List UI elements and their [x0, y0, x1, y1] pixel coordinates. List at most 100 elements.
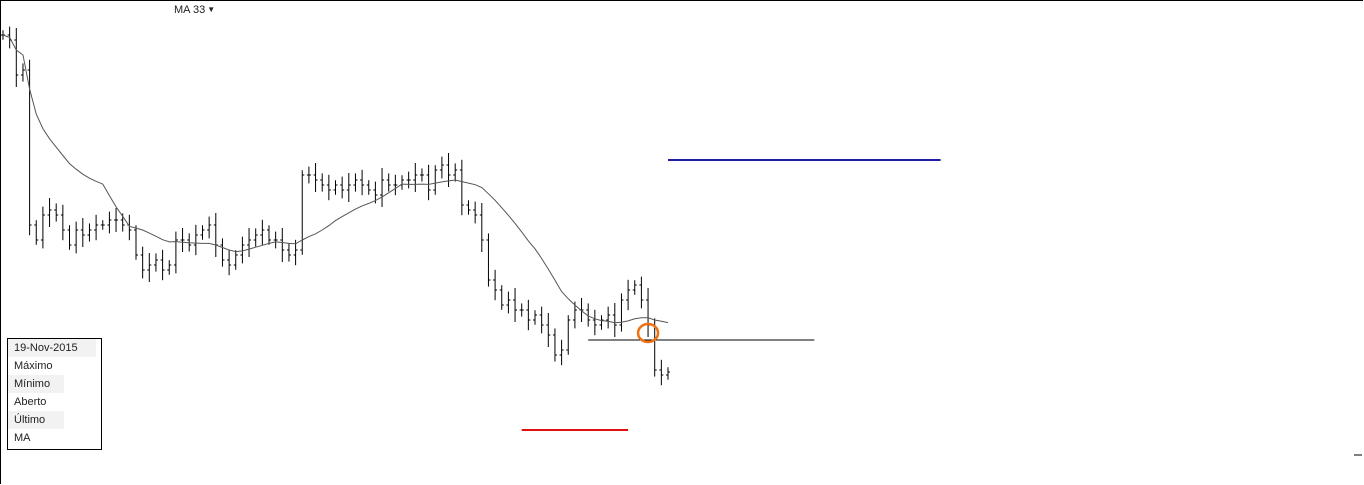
ohlc-bar: [140, 246, 145, 279]
ohlc-bar: [306, 166, 311, 184]
ohlc-bar: [114, 208, 119, 232]
ohlc-bar: [572, 301, 577, 329]
ohlc-bar: [400, 175, 404, 190]
ohlc-bar: [227, 249, 232, 276]
ohlc-bar: [606, 306, 611, 329]
ohlc-bar: [247, 228, 252, 257]
info-date: 19-Nov-2015: [8, 339, 96, 357]
ohlc-bar: [107, 211, 112, 234]
info-row-ma: MA: [14, 432, 31, 444]
ohlc-bar: [333, 180, 338, 195]
ohlc-bar: [360, 169, 365, 196]
ohlc-bar: [273, 231, 278, 249]
ohlc-bar: [60, 204, 65, 241]
ohlc-bar: [147, 253, 152, 282]
info-row-minimo: Mínimo: [8, 375, 64, 393]
ohlc-bar: [300, 170, 305, 255]
ohlc-bar: [413, 163, 418, 192]
ohlc-bar: [566, 315, 571, 355]
ohlc-bar: [253, 228, 258, 247]
ohlc-bar: [433, 165, 438, 195]
ohlc-bar: [167, 260, 172, 275]
ohlc-bar: [533, 310, 537, 325]
ohlc-bar: [200, 225, 205, 240]
ohlc-bar: [366, 180, 371, 195]
ohlc-bar: [546, 313, 551, 347]
ohlc-bar: [559, 339, 564, 366]
ohlc-bar: [240, 236, 245, 264]
ohlc-bar: [599, 315, 604, 330]
ohlc-bar: [646, 288, 651, 337]
ohlc-bar: [479, 203, 484, 252]
ohlc-bar: [626, 279, 631, 311]
ohlc-bar: [180, 228, 185, 252]
ohlc-bar: [486, 233, 491, 287]
ohlc-bar: [74, 221, 79, 254]
ohlc-bar: [632, 280, 637, 295]
info-row-maximo: Máximo: [14, 360, 53, 372]
info-row-ultimo: Último: [8, 411, 64, 429]
ohlc-bar: [519, 303, 524, 317]
ohlc-bar: [619, 293, 624, 332]
info-row-aberto: Aberto: [14, 396, 47, 408]
ohlc-bar: [592, 309, 597, 336]
ohlc-bar: [380, 168, 385, 207]
ohlc-bar: [134, 225, 138, 260]
ohlc-bar: [539, 306, 544, 334]
ohlc-bar: [373, 181, 378, 204]
ohlc-bar: [439, 156, 444, 179]
ohlc-bar: [639, 276, 644, 309]
ohlc-bar: [207, 216, 212, 239]
ohlc-bar: [127, 214, 132, 241]
ohlc-bar: [666, 367, 670, 380]
ohlc-bar: [473, 201, 478, 224]
ohlc-bar: [659, 359, 664, 386]
ohlc-bar: [87, 223, 92, 242]
ohlc-bar: [393, 174, 398, 196]
ma-indicator-dropdown[interactable]: MA 33 ▼: [174, 4, 215, 16]
ohlc-bar: [612, 303, 617, 337]
ohlc-bar: [453, 163, 458, 182]
ohlc-bar: [526, 299, 531, 331]
moving-average-line: [2, 34, 669, 324]
ohlc-bar: [280, 228, 285, 262]
ma-label: MA 33: [174, 4, 206, 16]
ohlc-bar: [552, 328, 557, 362]
ohlc-bar: [260, 219, 265, 246]
ohlc-bar: [27, 59, 32, 236]
ohlc-bar: [20, 63, 25, 82]
ohlc-bar: [67, 225, 72, 250]
ohlc-bar: [14, 28, 19, 87]
info-panel: 19-Nov-2015 Máximo Mínimo Aberto Último …: [7, 338, 102, 450]
ohlc-bar: [586, 303, 591, 327]
ohlc-bar: [466, 200, 471, 215]
ohlc-bar: [40, 206, 45, 249]
ohlc-bar: [286, 243, 291, 262]
ohlc-bar: [346, 173, 351, 202]
ohlc-bar: [446, 153, 451, 187]
ohlc-bar: [47, 198, 52, 227]
ohlc-bar: [193, 224, 198, 256]
ohlc-bar: [459, 159, 464, 216]
ohlc-bar: [353, 173, 358, 192]
ohlc-bar: [54, 203, 59, 222]
ohlc-bar: [499, 285, 504, 310]
ohlc-bar: [313, 163, 318, 192]
ohlc-bar: [506, 291, 511, 314]
ohlc-bar: [213, 213, 218, 257]
ohlc-bar: [94, 214, 99, 241]
ohlc-bar: [419, 168, 424, 182]
ohlc-bar: [406, 171, 411, 189]
ohlc-bar: [173, 231, 178, 274]
ohlc-bar: [513, 288, 518, 322]
ohlc-bar: [340, 176, 345, 199]
ohlc-bar: [100, 220, 105, 230]
ohlc-bar: [34, 220, 39, 245]
ohlc-bar: [267, 225, 271, 245]
ohlc-bar: [220, 238, 225, 267]
ohlc-bar: [160, 249, 165, 281]
ohlc-bar: [426, 164, 431, 201]
highlight-circle: [636, 322, 660, 344]
